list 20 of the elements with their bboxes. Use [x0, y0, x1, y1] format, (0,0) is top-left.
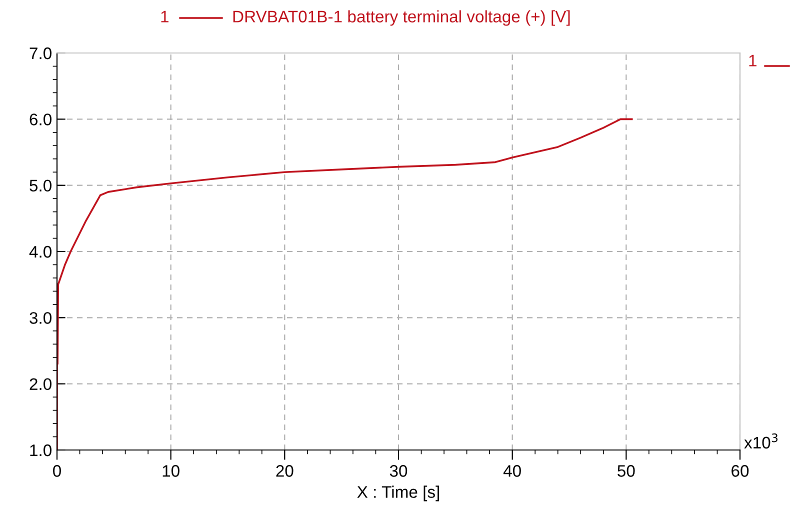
- text: 1: [749, 54, 756, 66]
- x-tick-label: 40: [503, 465, 521, 477]
- x-axis-title: X : Time [s]: [357, 486, 439, 502]
- x-tick-label: 10: [162, 465, 180, 477]
- y-tick-label: 2.0: [30, 378, 52, 390]
- y-tick-label: 5.0: [30, 180, 52, 192]
- line-series: [57, 118, 633, 450]
- x-tick-label: 20: [276, 465, 294, 477]
- text: 1: [161, 10, 168, 22]
- y-tick-label: 3.0: [30, 312, 52, 324]
- y-tick-label: 1.0: [30, 444, 52, 456]
- y-tick-label: 6.0: [30, 114, 52, 126]
- x-tick-label: 60: [732, 465, 749, 477]
- x-tick-label: 0: [53, 465, 61, 477]
- y-tick-label: 7.0: [30, 47, 52, 60]
- y-tick-label: 4.0: [29, 246, 52, 258]
- x-tick-label: 30: [390, 465, 408, 477]
- x-tick-label: 50: [618, 465, 635, 477]
- legend-label: DRVBAT01B-1 battery terminal voltage (+) [V]: [233, 10, 570, 26]
- text: x10$^{3}$: [744, 433, 778, 449]
